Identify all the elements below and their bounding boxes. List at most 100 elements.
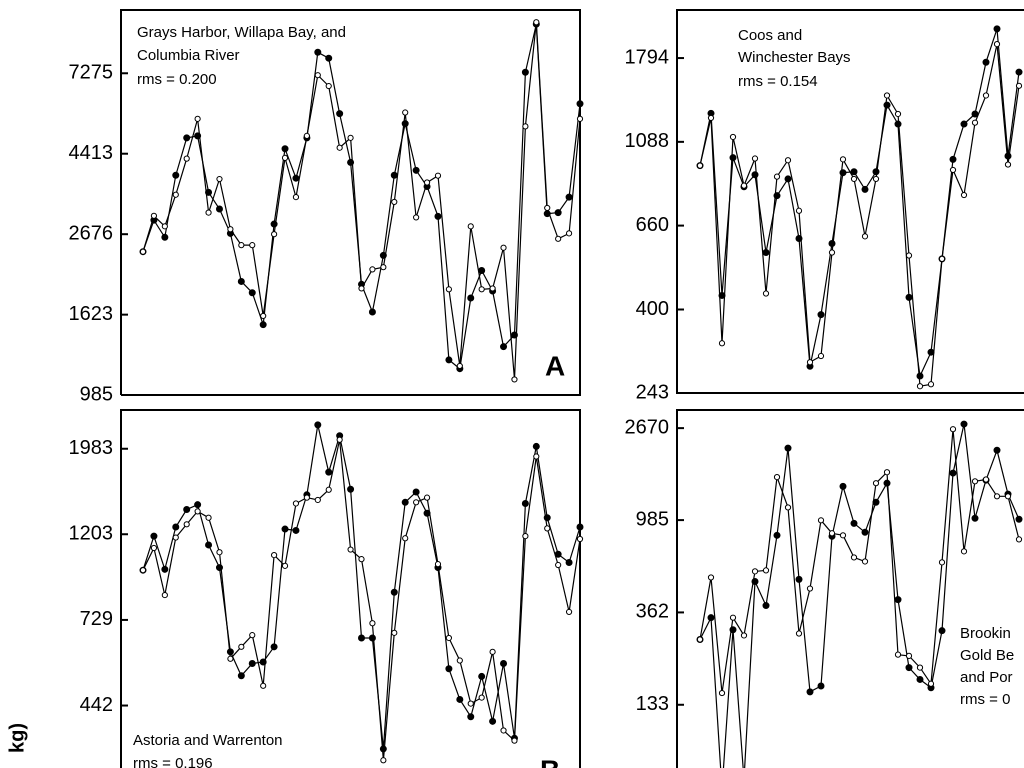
open-point <box>872 480 880 487</box>
open-point <box>281 562 289 569</box>
annotation: rms = 0 <box>960 691 1010 708</box>
y-tick-label: 7275 <box>69 62 114 84</box>
series-line <box>699 43 1020 387</box>
open-point <box>993 40 1001 48</box>
filled-point <box>751 578 759 586</box>
filled-point <box>150 532 158 540</box>
open-point <box>707 114 715 122</box>
open-point <box>795 630 803 637</box>
open-point <box>434 172 442 179</box>
filled-point <box>248 289 256 297</box>
filled-point <box>872 168 880 176</box>
filled-point <box>467 294 475 302</box>
open-point <box>478 694 485 701</box>
y-tick-label: 442 <box>80 694 113 716</box>
filled-point <box>784 444 792 452</box>
open-point <box>227 655 234 662</box>
open-point <box>795 207 803 214</box>
filled-point <box>445 665 453 673</box>
filled-point <box>795 235 803 243</box>
annotation: Columbia River <box>137 47 240 64</box>
filled-point <box>314 421 322 429</box>
open-point <box>740 632 748 639</box>
open-point <box>982 92 990 99</box>
filled-point <box>368 308 376 316</box>
open-point <box>456 657 463 664</box>
y-tick-label: 729 <box>80 608 113 630</box>
open-point <box>161 223 168 230</box>
open-point <box>511 376 518 383</box>
annotation: Coos and <box>738 27 802 44</box>
filled-point <box>347 485 355 493</box>
annotation: Astoria and Warrenton <box>133 732 283 749</box>
panel-frame <box>676 9 1024 394</box>
open-point <box>751 155 759 162</box>
open-point <box>894 110 902 118</box>
open-point <box>762 567 770 574</box>
filled-point <box>576 523 584 531</box>
filled-point <box>379 745 387 753</box>
open-point <box>806 359 814 366</box>
open-point <box>194 115 201 122</box>
open-point <box>402 109 409 116</box>
open-point <box>839 156 847 163</box>
y-tick-label: 4413 <box>69 142 114 164</box>
open-point <box>445 286 452 293</box>
annotation: rms = 0.200 <box>137 71 217 88</box>
filled-point <box>510 331 518 339</box>
y-tick-label: 400 <box>636 298 669 320</box>
filled-point <box>194 501 202 509</box>
filled-point <box>1015 515 1023 523</box>
open-point <box>522 123 529 130</box>
y-tick-label: 1623 <box>69 303 114 325</box>
filled-point <box>172 523 180 531</box>
series-line <box>142 439 581 761</box>
open-point <box>391 629 398 636</box>
filled-point <box>861 185 869 193</box>
open-point <box>303 494 310 501</box>
filled-point <box>347 158 355 166</box>
filled-point <box>894 120 902 128</box>
open-point <box>500 244 507 251</box>
open-point <box>347 134 354 141</box>
y-tick-label: 133 <box>636 693 669 715</box>
open-point <box>544 525 551 532</box>
open-point <box>489 285 496 292</box>
open-point <box>773 474 781 481</box>
open-point <box>533 453 540 460</box>
filled-point <box>183 506 191 514</box>
open-point <box>883 92 891 99</box>
filled-point <box>795 575 803 583</box>
filled-point <box>850 519 858 527</box>
open-point <box>434 561 442 568</box>
filled-point <box>172 171 180 179</box>
open-point <box>227 226 234 233</box>
open-point <box>544 204 551 212</box>
filled-point <box>762 249 770 257</box>
filled-point <box>817 311 825 319</box>
open-point <box>938 559 946 566</box>
filled-point <box>205 541 213 549</box>
open-point <box>216 175 223 183</box>
open-point <box>183 155 190 162</box>
open-point <box>949 166 957 174</box>
filled-point <box>982 58 990 66</box>
open-point <box>883 469 891 476</box>
open-point <box>839 532 847 539</box>
filled-point <box>806 688 814 696</box>
filled-point <box>478 267 486 275</box>
open-point <box>194 508 201 515</box>
open-point <box>1015 536 1023 543</box>
open-point <box>336 436 343 443</box>
filled-point <box>916 372 924 380</box>
filled-point <box>960 120 968 128</box>
y-tick-label: 1794 <box>625 46 670 68</box>
open-point <box>445 634 452 642</box>
filled-point <box>543 210 551 218</box>
filled-point <box>467 713 475 721</box>
filled-point <box>773 192 781 200</box>
filled-point <box>489 717 497 725</box>
filled-point <box>259 321 267 329</box>
filled-point <box>412 488 420 496</box>
